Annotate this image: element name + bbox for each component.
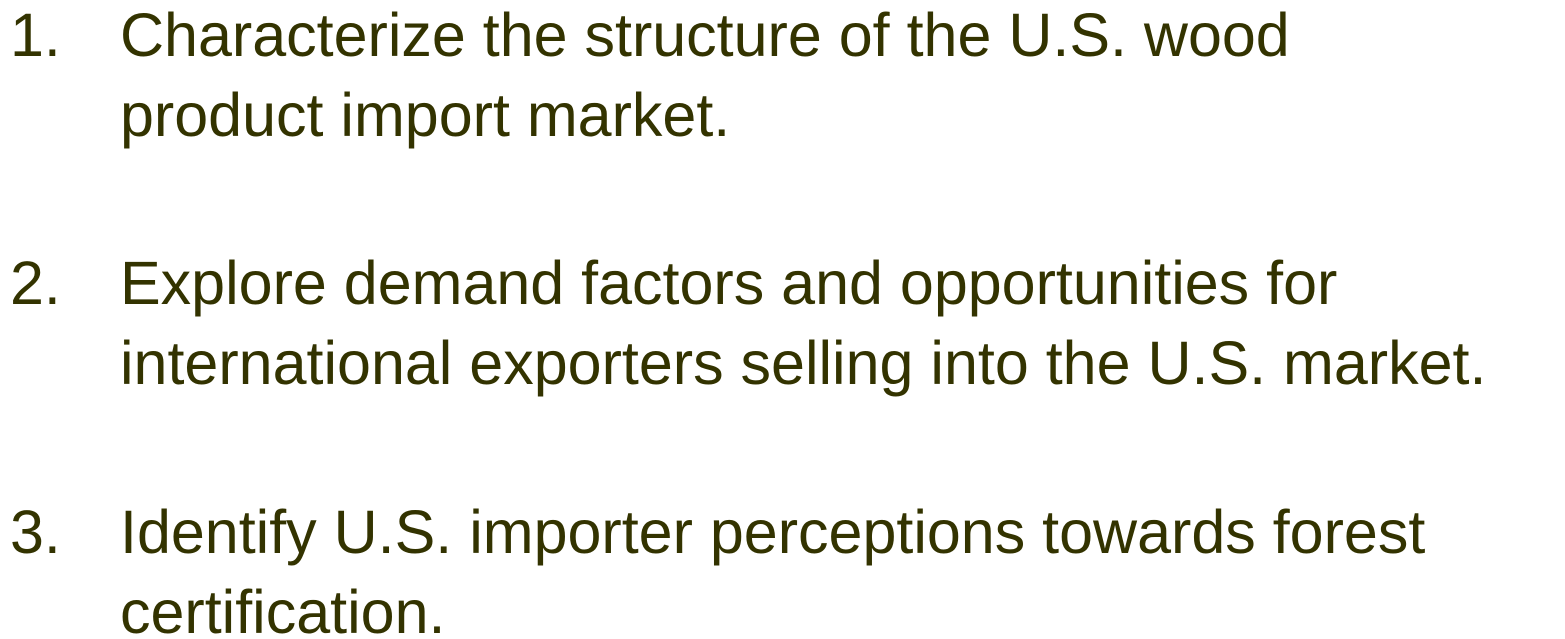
item-text: product import market. bbox=[120, 81, 730, 149]
item-text: international exporters selling into the… bbox=[120, 329, 1486, 397]
item-number: 2. bbox=[10, 249, 61, 317]
item-text: Identify U.S. importer perceptions towar… bbox=[120, 498, 1425, 566]
item-text: Explore demand factors and opportunities… bbox=[120, 249, 1337, 317]
item-number: 1. bbox=[10, 1, 61, 69]
item-text: Characterize the structure of the U.S. w… bbox=[120, 1, 1290, 69]
item-number: 3. bbox=[10, 498, 61, 566]
item-text: certification. bbox=[120, 578, 445, 639]
